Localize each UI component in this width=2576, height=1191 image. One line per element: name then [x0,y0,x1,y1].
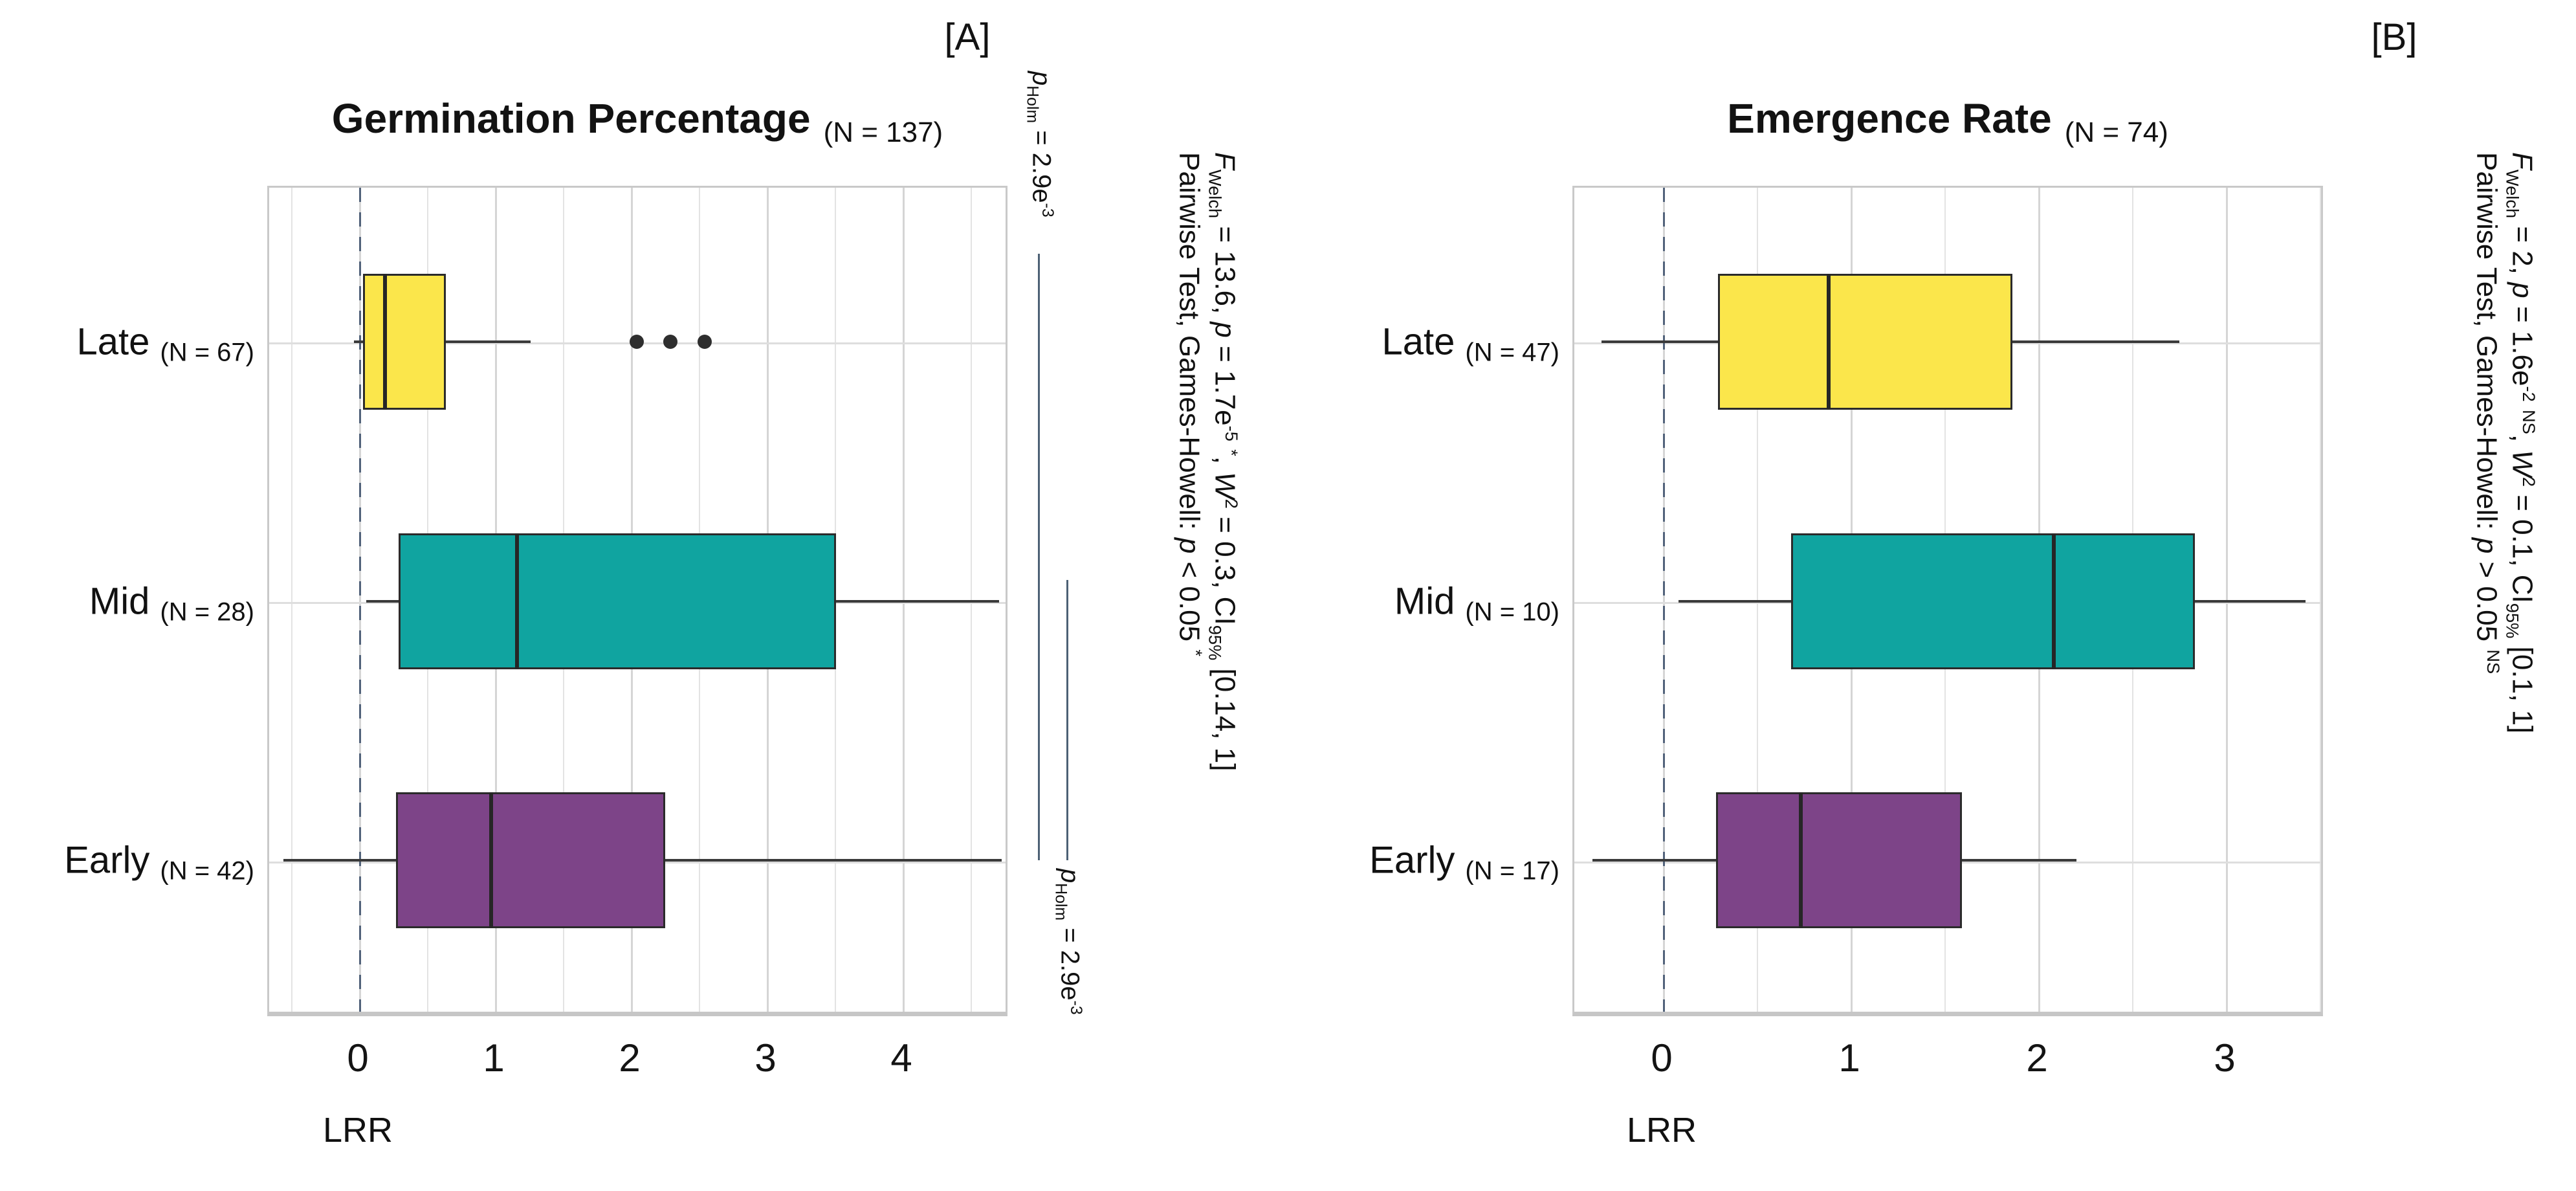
x-axis-label: LRR [322,1111,393,1150]
outlier-dot [629,334,644,349]
x-tick-label: 2 [619,1036,641,1080]
box-early [395,792,665,929]
stats-caption: Pairwise Test, Games-Howell: p < 0.05 * [1173,152,1206,656]
x-tick-label: 3 [2214,1036,2236,1080]
box-mid [1791,533,2195,669]
gridline-vertical [2320,188,2321,1012]
row-label-n: (N = 67) [160,338,254,367]
row-label-n: (N = 47) [1465,338,1559,367]
row-label-early: Early (N = 17) [1301,839,1559,885]
row-label-text: Late [76,320,150,363]
row-label-n: (N = 10) [1465,597,1559,626]
row-label-text: Mid [1394,580,1455,622]
zero-reference-line [1662,188,1665,1012]
outlier-dot [697,334,712,349]
x-tick-label: 0 [1651,1036,1673,1080]
significance-bracket [1038,254,1040,860]
median-line-mid [2052,533,2056,669]
box-early [1716,792,1962,929]
significance-label: pHolm = 2.9e-3 [1051,869,1084,1015]
median-line-mid [514,533,519,669]
x-tick-label: 2 [2026,1036,2048,1080]
stats-caption: Pairwise Test, Games-Howell: p > 0.05 NS [2471,152,2504,674]
box-late [1718,273,2013,410]
x-axis-label: LRR [1626,1111,1697,1150]
x-tick-label: 4 [890,1036,912,1080]
row-label-early: Early (N = 42) [0,839,254,885]
panel-title-n: (N = 137) [823,117,943,148]
row-label-late: Late (N = 47) [1301,320,1560,367]
row-label-mid: Mid (N = 28) [0,579,254,626]
stats-subtitle: FWelch = 13.6, p = 1.7e-5 *, W2 = 0.3, C… [1205,152,1242,772]
panel-corner-label: [B] [2371,16,2417,58]
row-label-n: (N = 17) [1465,856,1559,885]
row-label-text: Late [1382,320,1455,363]
row-label-text: Early [1369,839,1455,882]
row-label-text: Early [64,839,150,882]
row-label-text: Mid [89,580,150,622]
x-tick-label: 0 [347,1036,369,1080]
panel-corner-label: [A] [944,16,991,58]
panel-title-text: Emergence Rate [1727,95,2052,142]
panel-title: Germination Percentage (N = 137) [267,95,1007,148]
row-label-n: (N = 28) [160,597,254,626]
significance-bracket [1066,580,1068,860]
median-line-early [489,792,493,929]
row-label-late: Late (N = 67) [0,320,255,367]
x-tick-label: 1 [1838,1036,1860,1080]
median-line-early [1798,792,1803,929]
box-late [363,273,446,410]
zero-reference-line [358,188,361,1012]
x-tick-label: 3 [754,1036,776,1080]
box-mid [399,533,837,669]
significance-label: pHolm = 2.9e-3 [1023,71,1056,217]
median-line-late [1827,273,1831,410]
row-label-mid: Mid (N = 10) [1301,579,1559,626]
x-tick-label: 1 [483,1036,505,1080]
outlier-dot [663,334,677,349]
panel-title-n: (N = 74) [2064,117,2168,148]
stats-subtitle: FWelch = 2, p = 1.6e-2 NS, W2 = 0.1, CI9… [2502,152,2539,734]
panel-title: Emergence Rate (N = 74) [1572,95,2323,148]
median-line-late [383,273,387,410]
panel-title-text: Germination Percentage [331,95,811,142]
gridline-vertical [291,188,292,1012]
row-label-n: (N = 42) [160,856,254,885]
